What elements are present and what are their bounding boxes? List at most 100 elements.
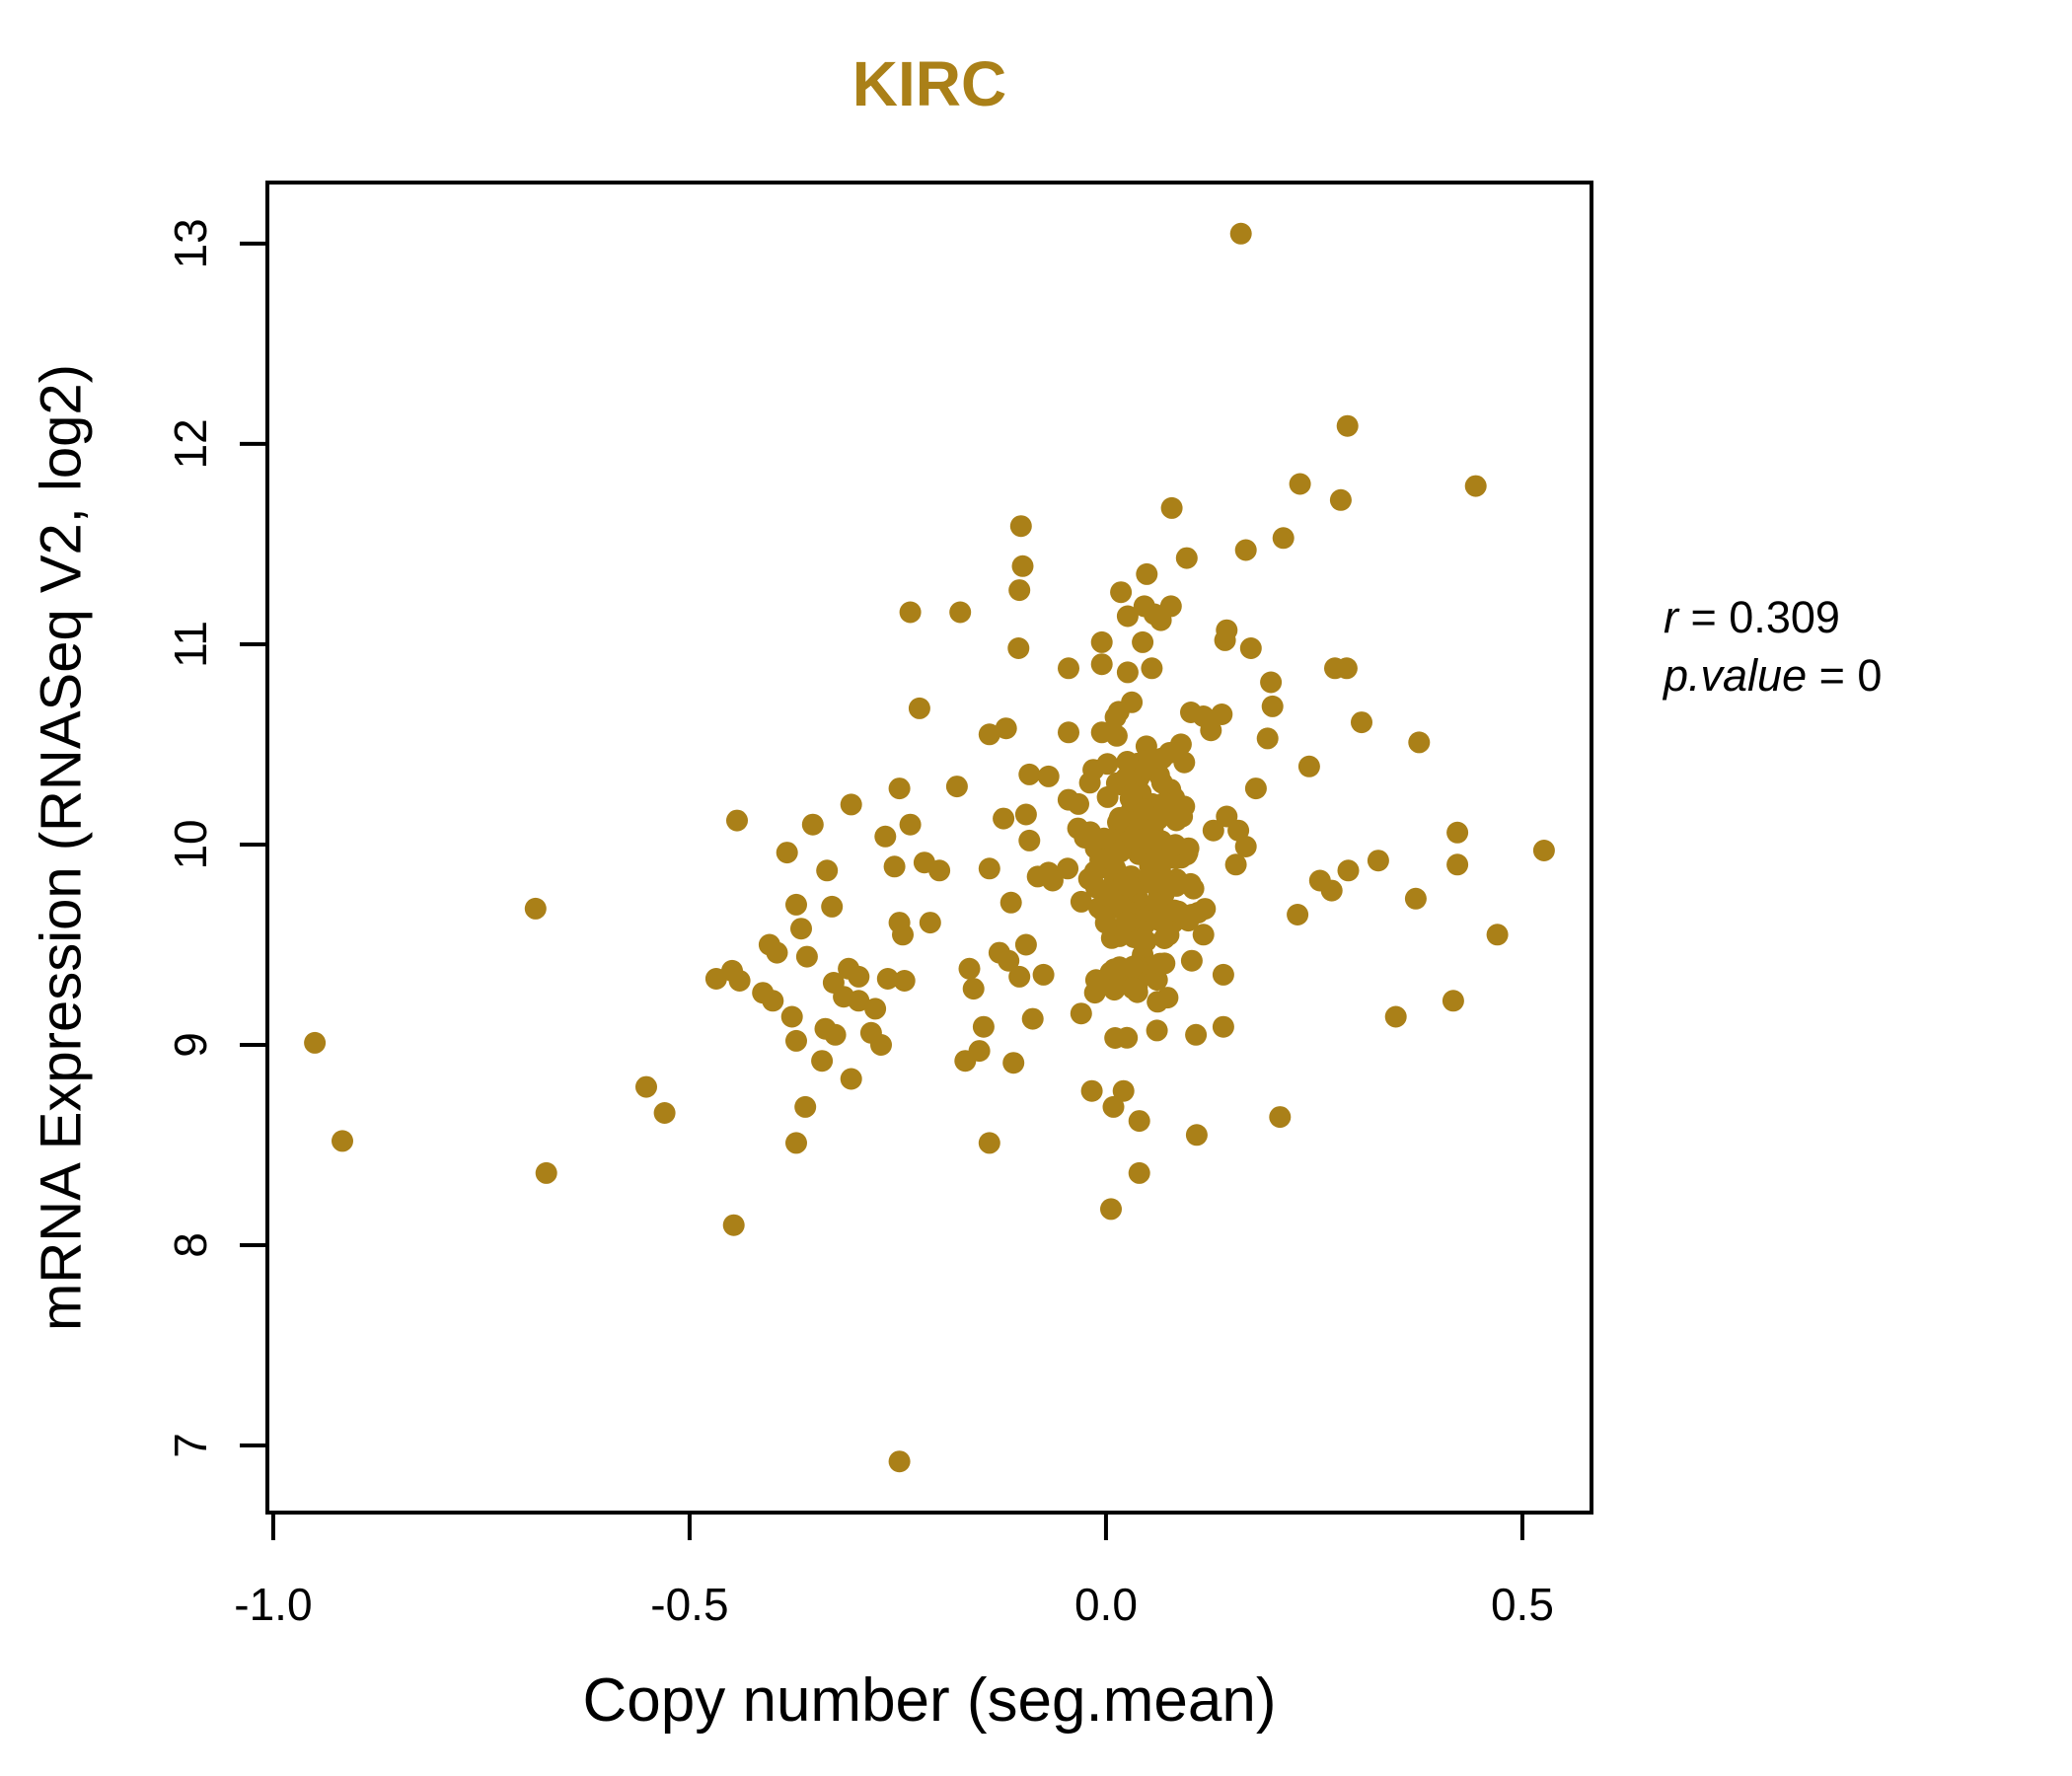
data-point [794,1095,817,1118]
correlation-r-line: r = 0.309 [1664,588,1882,646]
data-point [1212,963,1234,986]
data-point [1200,719,1222,742]
data-point [1336,414,1359,437]
data-point [1227,819,1250,842]
data-point [1090,630,1113,653]
data-point [1269,1106,1292,1129]
data-point [1135,929,1157,952]
data-point [1446,821,1469,844]
r-value: = 0.309 [1678,592,1840,642]
data-point [848,990,870,1012]
y-axis-label: mRNA Expression (RNASeq V2, log2) [29,364,94,1331]
data-point [1212,1015,1234,1038]
data-point [1008,579,1031,602]
data-point [876,968,899,990]
data-point [1351,711,1372,734]
data-point [816,859,839,882]
data-point [1121,956,1144,979]
data-point [1080,1079,1103,1102]
data-point [968,1040,991,1063]
data-point [1014,933,1037,956]
y-tick-label: 11 [165,621,216,668]
chart-title: KIRC [851,48,1007,119]
data-point [332,1130,353,1152]
data-point [1320,879,1343,902]
data-point [1116,661,1139,684]
data-point [978,857,1000,880]
data-point [998,949,1020,972]
data-point [1244,777,1267,800]
data-point [1115,767,1138,789]
data-point [919,912,941,934]
data-point [1128,1110,1150,1133]
data-point [801,813,824,836]
data-point [1037,765,1060,787]
data-point [1486,924,1509,946]
data-point [1532,840,1555,861]
data-point [864,998,887,1020]
data-point [1136,827,1158,850]
data-point [1153,927,1176,949]
data-point [728,970,751,992]
data-point [840,793,862,816]
data-point [1102,1095,1125,1118]
data-point [1133,798,1154,821]
data-point [874,825,897,848]
data-point [995,717,1017,740]
data-point [1041,869,1064,892]
data-point [1096,753,1119,776]
data-point [1014,803,1037,826]
data-point [1021,1007,1044,1030]
data-point [1104,1027,1127,1049]
data-point [1297,755,1320,777]
data-point [1122,977,1145,999]
data-point [1442,990,1464,1012]
data-point [1100,1198,1122,1221]
data-point [1105,724,1128,747]
data-point [785,1029,807,1052]
data-point [945,776,968,798]
data-point [1090,653,1113,676]
data-point [1067,817,1089,840]
data-point [1180,949,1203,972]
data-point [949,601,972,624]
data-point [1068,792,1089,815]
data-point [1239,637,1262,659]
data-point [1214,629,1236,651]
data-point [1148,952,1171,975]
data-point [1202,819,1224,842]
data-point [1179,872,1202,895]
data-point [1084,969,1107,992]
data-point [635,1075,657,1098]
data-point [962,978,985,1000]
data-point [958,957,981,980]
data-point [1234,539,1257,561]
data-point [1058,721,1079,744]
data-point [785,893,807,916]
data-point [824,1023,847,1046]
data-point [1185,1124,1208,1147]
data-point [883,855,906,878]
data-point [1116,751,1139,773]
data-point [1260,671,1283,694]
data-point [1171,805,1194,828]
data-point [1329,488,1352,511]
data-point [1192,924,1215,946]
data-point [978,1132,1000,1154]
data-point [1464,475,1487,497]
data-point [1117,875,1140,898]
data-point [1103,979,1126,1001]
data-point [993,807,1015,830]
data-point [1110,581,1133,604]
x-tick-label: -1.0 [234,1579,312,1630]
r-symbol: r [1664,592,1678,642]
data-point [840,1068,862,1090]
data-point [780,1005,803,1028]
data-point [1446,853,1469,876]
data-point [1335,657,1358,680]
x-tick-label: -0.5 [650,1579,728,1630]
data-point [1147,991,1169,1013]
data-point [1070,1002,1092,1025]
data-point [1175,547,1198,569]
